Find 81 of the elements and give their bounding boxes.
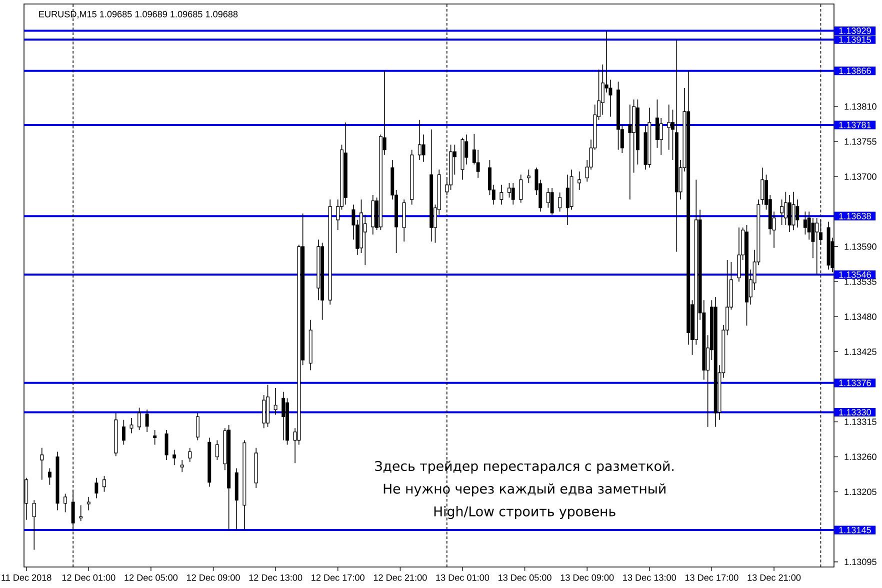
x-tick-label: 13 Dec 05:00: [498, 574, 552, 581]
candlestick: [784, 191, 788, 226]
candlestick: [815, 218, 819, 276]
candlestick: [558, 192, 562, 212]
x-tick-label: 12 Dec 17:00: [312, 574, 364, 581]
ref-line-label: 1.13866: [839, 68, 871, 74]
x-tick-label: 12 Dec 13:00: [249, 574, 302, 581]
candlestick: [262, 394, 266, 429]
candlestick: [796, 199, 800, 228]
candlestick: [153, 430, 157, 446]
candlestick: [803, 211, 807, 235]
x-tick-label: 12 Dec 01:00: [62, 574, 116, 581]
y-tick-label: 1.13425: [844, 348, 876, 355]
ref-line-label: 1.13546: [839, 271, 871, 278]
x-tick-label: 13 Dec 01:00: [436, 574, 490, 581]
candlestick: [500, 184, 504, 206]
candlestick: [780, 199, 784, 226]
candlestick: [550, 188, 554, 216]
x-tick-label: 13 Dec 21:00: [748, 574, 801, 581]
annotation: High/Low строить уровень: [434, 506, 616, 519]
y-tick-label: 1.13260: [844, 454, 876, 460]
x-tick-label: 13 Dec 17:00: [685, 574, 738, 581]
ref-line-label: 1.13915: [839, 36, 871, 43]
ref-line-label: 1.13929: [839, 28, 871, 34]
y-tick-label: 1.13535: [844, 278, 876, 285]
candlestick: [422, 134, 426, 162]
candlestick: [32, 500, 36, 550]
candlestick: [102, 476, 106, 492]
candlestick: [180, 460, 184, 472]
candlestick: [86, 496, 90, 511]
annotation: Здесь трейдер перестарался с разметкой.: [375, 460, 674, 474]
candlestick: [519, 174, 523, 204]
y-tick-label: 1.13315: [844, 418, 876, 425]
y-tick-label: 1.13095: [844, 558, 876, 566]
candlestick: [659, 118, 663, 156]
candlestick: [363, 214, 367, 266]
text: EURUSD,M15 1.09685 1.09689 1.09685 1.09688: [39, 10, 238, 18]
ref-line-label: 1.13781: [839, 122, 871, 128]
candlestick: [737, 227, 741, 282]
candlestick: [48, 468, 52, 486]
candlestick: [40, 447, 44, 480]
candlestick: [578, 171, 582, 190]
candlestick: [130, 418, 134, 434]
candlestick: [64, 493, 68, 513]
x-tick-label: 11 Dec 2018: [2, 574, 52, 581]
x-tick-label: 13 Dec 09:00: [560, 574, 614, 581]
ref-line-label: 1.13145: [839, 526, 871, 534]
y-tick-label: 1.13205: [844, 488, 876, 496]
x-tick-label: 12 Dec 09:00: [186, 574, 240, 581]
candlestick: [788, 194, 792, 232]
candlestick: [196, 412, 200, 441]
candlestick: [215, 440, 219, 460]
ref-line-label: 1.13376: [839, 380, 871, 386]
y-tick-label: 1.13700: [844, 173, 876, 180]
y-tick-label: 1.13590: [844, 243, 876, 250]
candlestick: [188, 447, 192, 462]
candlestick: [628, 104, 632, 200]
candlestick: [667, 104, 671, 150]
candlestick: [526, 169, 530, 184]
y-tick-label: 1.13755: [844, 138, 876, 145]
candlestick: [122, 419, 126, 446]
candlestick: [476, 149, 480, 178]
ref-line-label: 1.13638: [839, 212, 871, 220]
candlestick: [164, 430, 168, 460]
ref-line-label: 1.13330: [839, 409, 871, 416]
y-tick-label: 1.13810: [844, 103, 876, 110]
candlestick: [172, 449, 176, 466]
x-tick-label: 12 Dec 21:00: [374, 574, 427, 581]
candlestick: [274, 388, 278, 416]
candlestick: [138, 407, 142, 430]
x-tick-label: 12 Dec 05:00: [124, 574, 178, 581]
x-tick-label: 13 Dec 13:00: [623, 574, 676, 581]
candlestick: [418, 120, 422, 160]
candlestick: [282, 391, 286, 441]
annotation: Не нужно через каждый едва заметный: [384, 483, 666, 496]
y-tick-label: 1.13480: [844, 313, 876, 320]
candlestick: [145, 409, 149, 432]
candlestick: [511, 182, 515, 206]
candlestick: [94, 477, 98, 499]
candlestick: [79, 504, 83, 522]
candlestick: [507, 182, 511, 198]
